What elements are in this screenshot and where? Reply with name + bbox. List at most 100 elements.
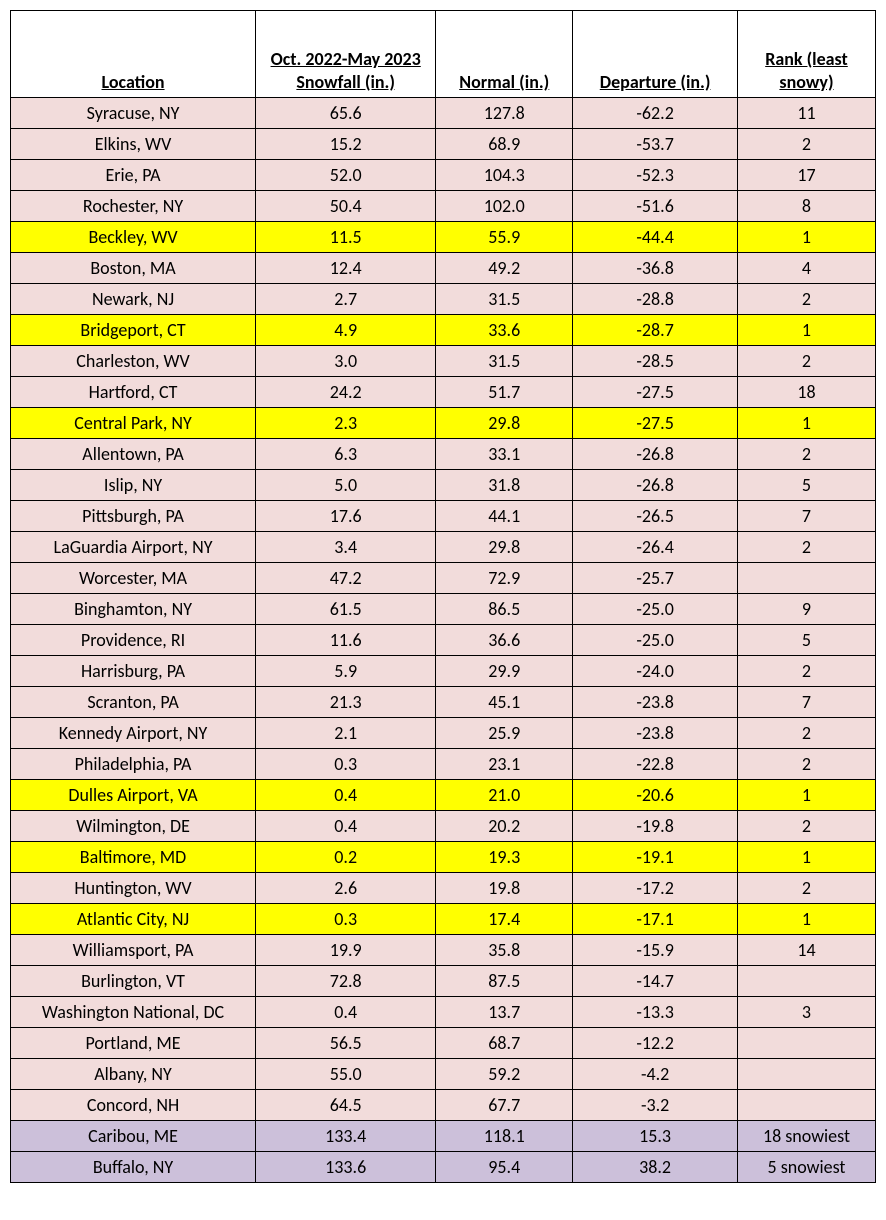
cell-departure: -20.6 — [573, 780, 738, 811]
cell-normal: 19.8 — [436, 873, 573, 904]
cell-snowfall: 21.3 — [256, 687, 436, 718]
cell-snowfall: 12.4 — [256, 253, 436, 284]
cell-normal: 68.9 — [436, 129, 573, 160]
table-row: Wilmington, DE0.420.2-19.82 — [11, 811, 876, 842]
cell-normal: 86.5 — [436, 594, 573, 625]
table-row: Providence, RI11.636.6-25.05 — [11, 625, 876, 656]
table-row: Worcester, MA47.272.9-25.7 — [11, 563, 876, 594]
cell-rank: 11 — [737, 98, 875, 129]
snowfall-table: Location Oct. 2022-May 2023 Snowfall (in… — [10, 10, 876, 1183]
table-row: Kennedy Airport, NY2.125.9-23.82 — [11, 718, 876, 749]
cell-location: Syracuse, NY — [11, 98, 256, 129]
cell-snowfall: 2.1 — [256, 718, 436, 749]
cell-rank: 2 — [737, 656, 875, 687]
cell-snowfall: 0.2 — [256, 842, 436, 873]
cell-snowfall: 19.9 — [256, 935, 436, 966]
cell-snowfall: 2.3 — [256, 408, 436, 439]
cell-departure: -25.7 — [573, 563, 738, 594]
cell-location: Bridgeport, CT — [11, 315, 256, 346]
cell-location: Scranton, PA — [11, 687, 256, 718]
cell-location: Concord, NH — [11, 1090, 256, 1121]
cell-rank: 5 snowiest — [737, 1152, 875, 1183]
cell-rank: 2 — [737, 873, 875, 904]
cell-rank: 2 — [737, 284, 875, 315]
col-header-departure: Departure (in.) — [573, 11, 738, 98]
cell-departure: -17.1 — [573, 904, 738, 935]
cell-rank: 2 — [737, 129, 875, 160]
table-row: Portland, ME56.568.7-12.2 — [11, 1028, 876, 1059]
cell-snowfall: 61.5 — [256, 594, 436, 625]
cell-normal: 87.5 — [436, 966, 573, 997]
cell-rank: 1 — [737, 315, 875, 346]
cell-rank — [737, 1090, 875, 1121]
col-header-normal: Normal (in.) — [436, 11, 573, 98]
cell-snowfall: 0.4 — [256, 780, 436, 811]
cell-departure: -44.4 — [573, 222, 738, 253]
cell-snowfall: 0.3 — [256, 904, 436, 935]
table-row: Allentown, PA6.333.1-26.82 — [11, 439, 876, 470]
cell-departure: -14.7 — [573, 966, 738, 997]
cell-rank: 2 — [737, 346, 875, 377]
col-header-location: Location — [11, 11, 256, 98]
cell-rank: 17 — [737, 160, 875, 191]
cell-rank: 1 — [737, 842, 875, 873]
cell-normal: 68.7 — [436, 1028, 573, 1059]
cell-snowfall: 50.4 — [256, 191, 436, 222]
cell-departure: -3.2 — [573, 1090, 738, 1121]
cell-snowfall: 72.8 — [256, 966, 436, 997]
cell-normal: 17.4 — [436, 904, 573, 935]
cell-normal: 31.5 — [436, 346, 573, 377]
cell-rank: 3 — [737, 997, 875, 1028]
cell-departure: -22.8 — [573, 749, 738, 780]
cell-snowfall: 3.0 — [256, 346, 436, 377]
cell-rank — [737, 1059, 875, 1090]
table-row: Central Park, NY2.329.8-27.51 — [11, 408, 876, 439]
cell-normal: 51.7 — [436, 377, 573, 408]
cell-departure: 38.2 — [573, 1152, 738, 1183]
table-row: Syracuse, NY65.6127.8-62.211 — [11, 98, 876, 129]
cell-rank: 1 — [737, 904, 875, 935]
cell-location: Williamsport, PA — [11, 935, 256, 966]
cell-location: Wilmington, DE — [11, 811, 256, 842]
cell-rank: 1 — [737, 780, 875, 811]
table-row: Baltimore, MD0.219.3-19.11 — [11, 842, 876, 873]
cell-location: Pittsburgh, PA — [11, 501, 256, 532]
cell-location: Rochester, NY — [11, 191, 256, 222]
cell-normal: 31.8 — [436, 470, 573, 501]
table-row: Harrisburg, PA5.929.9-24.02 — [11, 656, 876, 687]
cell-snowfall: 133.6 — [256, 1152, 436, 1183]
cell-departure: -15.9 — [573, 935, 738, 966]
cell-snowfall: 133.4 — [256, 1121, 436, 1152]
cell-location: Baltimore, MD — [11, 842, 256, 873]
cell-normal: 102.0 — [436, 191, 573, 222]
cell-departure: -52.3 — [573, 160, 738, 191]
cell-normal: 127.8 — [436, 98, 573, 129]
table-row: Beckley, WV11.555.9-44.41 — [11, 222, 876, 253]
cell-normal: 29.8 — [436, 532, 573, 563]
cell-rank: 5 — [737, 625, 875, 656]
table-row: Atlantic City, NJ0.317.4-17.11 — [11, 904, 876, 935]
cell-normal: 67.7 — [436, 1090, 573, 1121]
table-row: Buffalo, NY133.695.438.25 snowiest — [11, 1152, 876, 1183]
cell-location: Elkins, WV — [11, 129, 256, 160]
cell-snowfall: 5.0 — [256, 470, 436, 501]
cell-location: Charleston, WV — [11, 346, 256, 377]
cell-location: Buffalo, NY — [11, 1152, 256, 1183]
cell-rank: 9 — [737, 594, 875, 625]
cell-departure: -27.5 — [573, 408, 738, 439]
table-row: Rochester, NY50.4102.0-51.68 — [11, 191, 876, 222]
table-row: Caribou, ME133.4118.115.318 snowiest — [11, 1121, 876, 1152]
table-row: Philadelphia, PA0.323.1-22.82 — [11, 749, 876, 780]
cell-location: LaGuardia Airport, NY — [11, 532, 256, 563]
cell-departure: -26.8 — [573, 439, 738, 470]
cell-departure: -4.2 — [573, 1059, 738, 1090]
cell-location: Boston, MA — [11, 253, 256, 284]
cell-rank: 14 — [737, 935, 875, 966]
cell-normal: 36.6 — [436, 625, 573, 656]
table-row: Dulles Airport, VA0.421.0-20.61 — [11, 780, 876, 811]
cell-departure: -13.3 — [573, 997, 738, 1028]
cell-departure: -23.8 — [573, 687, 738, 718]
table-row: Huntington, WV2.619.8-17.22 — [11, 873, 876, 904]
cell-location: Newark, NJ — [11, 284, 256, 315]
cell-location: Washington National, DC — [11, 997, 256, 1028]
